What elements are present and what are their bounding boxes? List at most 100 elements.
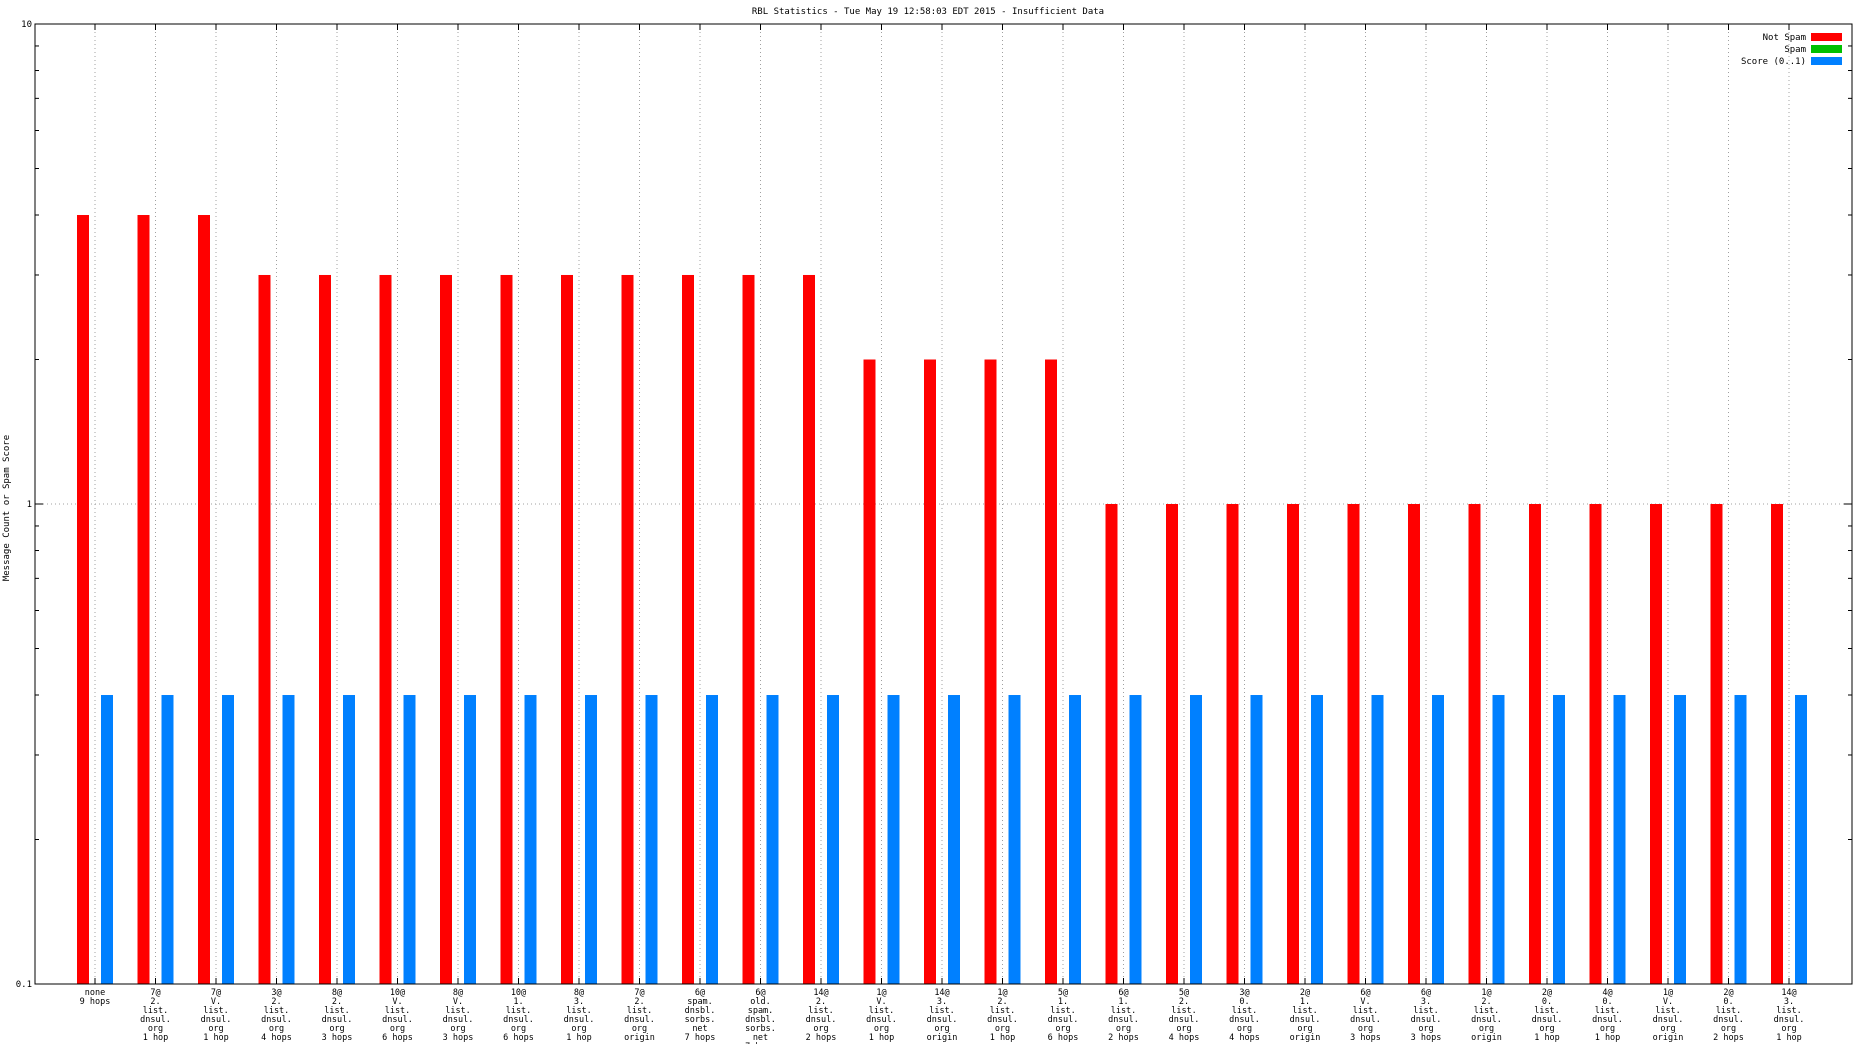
grid-lines bbox=[35, 24, 1852, 984]
bar-not-spam bbox=[77, 215, 89, 984]
bar-score-0-1 bbox=[585, 695, 597, 984]
bar-not-spam bbox=[924, 359, 936, 984]
bar-not-spam bbox=[258, 274, 271, 984]
bar-not-spam bbox=[1347, 504, 1360, 984]
x-tick-label: 8@ 2. list. dnsul. org 3 hops bbox=[322, 988, 353, 1043]
bar-not-spam bbox=[742, 274, 755, 984]
y-tick-label: 0.1 bbox=[16, 980, 32, 990]
x-tick-label: 14@ 3. list. dnsul. org 1 hop bbox=[1774, 988, 1805, 1043]
x-tick-label: 2@ 1. list. dnsul. org origin bbox=[1290, 988, 1321, 1043]
bar-not-spam bbox=[1771, 504, 1783, 984]
x-tick-label: 8@ V. list. dnsul. org 3 hops bbox=[443, 988, 474, 1043]
bar-not-spam bbox=[1710, 504, 1723, 984]
bar-score-0-1 bbox=[1795, 695, 1807, 984]
bar-score-0-1 bbox=[343, 695, 355, 984]
bar-score-0-1 bbox=[766, 695, 779, 984]
bar-not-spam bbox=[621, 274, 634, 984]
bar-score-0-1 bbox=[1734, 695, 1747, 984]
bar-not-spam bbox=[1105, 504, 1118, 984]
x-tick-label: 6@ 3. list. dnsul. org 3 hops bbox=[1411, 988, 1442, 1043]
bar-score-0-1 bbox=[1492, 695, 1505, 984]
bar-score-0-1 bbox=[827, 695, 839, 984]
legend-label: Not Spam bbox=[1763, 33, 1806, 43]
bar-not-spam bbox=[561, 274, 573, 984]
bar-score-0-1 bbox=[282, 695, 295, 984]
bar-not-spam bbox=[863, 359, 876, 984]
bar-score-0-1 bbox=[1613, 695, 1626, 984]
bar-score-0-1 bbox=[1250, 695, 1263, 984]
y-tick-label: 10 bbox=[21, 20, 32, 30]
legend-swatch bbox=[1811, 33, 1842, 41]
bar-score-0-1 bbox=[524, 695, 537, 984]
bar-score-0-1 bbox=[1553, 695, 1565, 984]
x-tick-label: 3@ 0. list. dnsul. org 4 hops bbox=[1229, 988, 1260, 1043]
y-axis-label: Message Count or Spam Score bbox=[2, 435, 12, 581]
legend: Not Spam Spam Score (0..1) bbox=[1741, 33, 1842, 67]
bar-not-spam bbox=[1287, 504, 1299, 984]
bar-not-spam bbox=[440, 274, 452, 984]
bar-not-spam bbox=[319, 274, 331, 984]
x-tick-label: 3@ 2. list. dnsul. org 4 hops bbox=[261, 988, 292, 1043]
bar-score-0-1 bbox=[1190, 695, 1202, 984]
bar-not-spam bbox=[1650, 504, 1662, 984]
bar-not-spam bbox=[803, 274, 815, 984]
x-tick-label: 6@ V. list. dnsul. org 3 hops bbox=[1350, 988, 1381, 1043]
bar-score-0-1 bbox=[464, 695, 476, 984]
bar-score-0-1 bbox=[1129, 695, 1142, 984]
legend-label: Spam bbox=[1784, 45, 1806, 55]
bar-score-0-1 bbox=[948, 695, 960, 984]
bar-not-spam bbox=[1468, 504, 1481, 984]
bar-score-0-1 bbox=[101, 695, 113, 984]
x-tick-label: 1@ 2. list. dnsul. org 1 hop bbox=[987, 988, 1018, 1043]
bar-not-spam bbox=[1166, 504, 1178, 984]
bar-score-0-1 bbox=[403, 695, 416, 984]
bar-not-spam bbox=[1529, 504, 1541, 984]
legend-label: Score (0..1) bbox=[1741, 57, 1806, 67]
x-tick-label: 1@ V. list. dnsul. org 1 hop bbox=[866, 988, 897, 1043]
bar-score-0-1 bbox=[1674, 695, 1686, 984]
bar-not-spam bbox=[379, 274, 392, 984]
legend-swatch bbox=[1811, 57, 1842, 65]
y-tick-label: 1 bbox=[27, 500, 32, 510]
bar-score-0-1 bbox=[1371, 695, 1384, 984]
x-tick-label: 6@ spam. dnsbl. sorbs. net 7 hops bbox=[685, 988, 716, 1043]
bar-score-0-1 bbox=[1432, 695, 1444, 984]
bar-not-spam bbox=[137, 215, 150, 984]
x-tick-label: 7@ 2. list. dnsul. org origin bbox=[624, 988, 655, 1043]
x-tick-label: 5@ 1. list. dnsul. org 6 hops bbox=[1048, 988, 1079, 1043]
axis-ticks: 0.1 1 10 none 9 hops 7@ 2. list. dnsul. org 1 hop 7… bbox=[16, 20, 1852, 1044]
x-tick-label: 8@ 3. list. dnsul. org 1 hop bbox=[564, 988, 595, 1043]
bar-not-spam bbox=[1045, 359, 1057, 984]
bar-not-spam bbox=[682, 274, 694, 984]
bar-score-0-1 bbox=[1311, 695, 1323, 984]
bar-not-spam bbox=[1226, 504, 1239, 984]
x-tick-label: 10@ V. list. dnsul. org 6 hops bbox=[382, 988, 413, 1043]
bar-score-0-1 bbox=[222, 695, 234, 984]
x-tick-label: 10@ 1. list. dnsul. org 6 hops bbox=[503, 988, 534, 1043]
bar-not-spam bbox=[500, 274, 513, 984]
bar-score-0-1 bbox=[1069, 695, 1081, 984]
x-tick-label: 14@ 2. list. dnsul. org 2 hops bbox=[806, 988, 837, 1043]
x-tick-label: 2@ 0. list. dnsul. org 2 hops bbox=[1713, 988, 1744, 1043]
x-tick-label: 1@ 2. list. dnsul. org origin bbox=[1471, 988, 1502, 1043]
x-tick-label: 5@ 2. list. dnsul. org 4 hops bbox=[1169, 988, 1200, 1043]
x-tick-label: 4@ 0. list. dnsul. org 1 hop bbox=[1592, 988, 1623, 1043]
x-tick-label: 6@ 1. list. dnsul. org 2 hops bbox=[1108, 988, 1139, 1043]
bar-score-0-1 bbox=[645, 695, 658, 984]
bar-not-spam bbox=[1589, 504, 1602, 984]
x-tick-label: 14@ 3. list. dnsul. org origin bbox=[927, 988, 958, 1043]
chart-title: RBL Statistics - Tue May 19 12:58:03 EDT… bbox=[752, 7, 1104, 17]
x-tick-label: 1@ V. list. dnsul. org origin bbox=[1653, 988, 1684, 1043]
bar-score-0-1 bbox=[706, 695, 718, 984]
x-tick-label: 7@ 2. list. dnsul. org 1 hop bbox=[140, 988, 171, 1043]
x-tick-label: 7@ V. list. dnsul. org 1 hop bbox=[201, 988, 232, 1043]
bar-not-spam bbox=[198, 215, 210, 984]
bar-not-spam bbox=[1408, 504, 1420, 984]
x-tick-label: 2@ 0. list. dnsul. org 1 hop bbox=[1532, 988, 1563, 1043]
x-tick-label: none 9 hops bbox=[80, 988, 111, 1007]
bar-score-0-1 bbox=[161, 695, 174, 984]
bar-not-spam bbox=[984, 359, 997, 984]
legend-swatch bbox=[1811, 45, 1842, 53]
